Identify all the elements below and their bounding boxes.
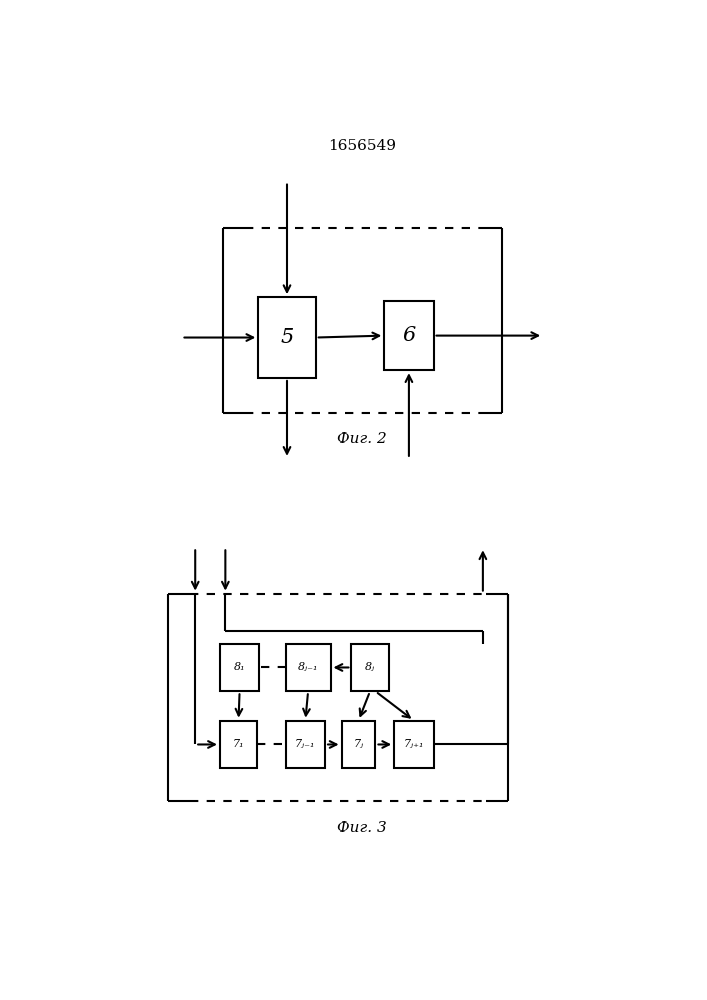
Bar xyxy=(394,721,433,768)
Text: 7ⱼ₊₁: 7ⱼ₊₁ xyxy=(404,739,424,749)
Text: 7₁: 7₁ xyxy=(233,739,245,749)
Bar xyxy=(286,644,331,691)
Text: 8ⱼ: 8ⱼ xyxy=(365,662,375,672)
Text: Фиг. 3: Фиг. 3 xyxy=(337,821,387,835)
Bar xyxy=(385,301,433,370)
Text: 7ⱼ: 7ⱼ xyxy=(354,739,363,749)
Text: 5: 5 xyxy=(281,328,293,347)
Text: Фиг. 2: Фиг. 2 xyxy=(337,432,387,446)
Text: 7ⱼ₋₁: 7ⱼ₋₁ xyxy=(295,739,315,749)
Bar xyxy=(351,644,389,691)
Bar xyxy=(220,644,259,691)
Text: 1656549: 1656549 xyxy=(328,139,397,153)
Bar xyxy=(286,721,325,768)
Text: 8₁: 8₁ xyxy=(234,662,245,672)
Text: 8ⱼ₋₁: 8ⱼ₋₁ xyxy=(298,662,318,672)
Bar xyxy=(220,721,257,768)
Bar xyxy=(341,721,375,768)
Bar xyxy=(258,297,316,378)
Text: 6: 6 xyxy=(402,326,416,345)
